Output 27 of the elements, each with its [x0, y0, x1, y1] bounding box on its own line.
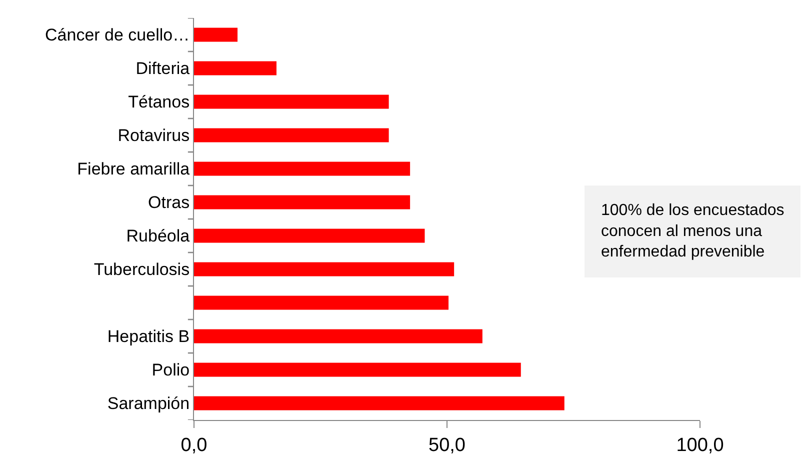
bar	[194, 329, 482, 344]
bar	[194, 28, 238, 42]
y-tick-label: Otras	[148, 193, 190, 212]
y-tick-label: Polio	[152, 360, 190, 380]
bar	[194, 195, 410, 210]
bar	[194, 296, 449, 310]
y-tick-label: Difteria	[136, 59, 190, 78]
y-tick-label: Cáncer de cuello…	[45, 26, 190, 45]
y-tick-label: Rotavirus	[118, 126, 190, 146]
y-tick-label: Hepatitis B	[107, 327, 190, 346]
y-tick-label: Fiebre amarilla	[77, 160, 190, 179]
bar	[194, 362, 521, 377]
y-tick-label: Rubéola	[126, 226, 190, 246]
bar	[194, 128, 389, 142]
bar	[194, 262, 454, 276]
bar	[194, 61, 276, 76]
bar	[194, 228, 425, 243]
y-tick-label: Tétanos	[128, 92, 190, 112]
bar	[194, 94, 389, 109]
y-tick-label: Tuberculosis	[94, 260, 190, 280]
x-tick-label: 0,0	[180, 434, 208, 456]
bar	[194, 162, 410, 176]
bar	[194, 396, 564, 410]
y-tick-label: Sarampión	[107, 394, 190, 414]
x-tick-label: 50,0	[428, 434, 466, 456]
annotation: 100% de los encuestados conocen al menos una enfermedad prevenible	[601, 202, 784, 261]
x-tick-label: 100,0	[676, 434, 724, 456]
